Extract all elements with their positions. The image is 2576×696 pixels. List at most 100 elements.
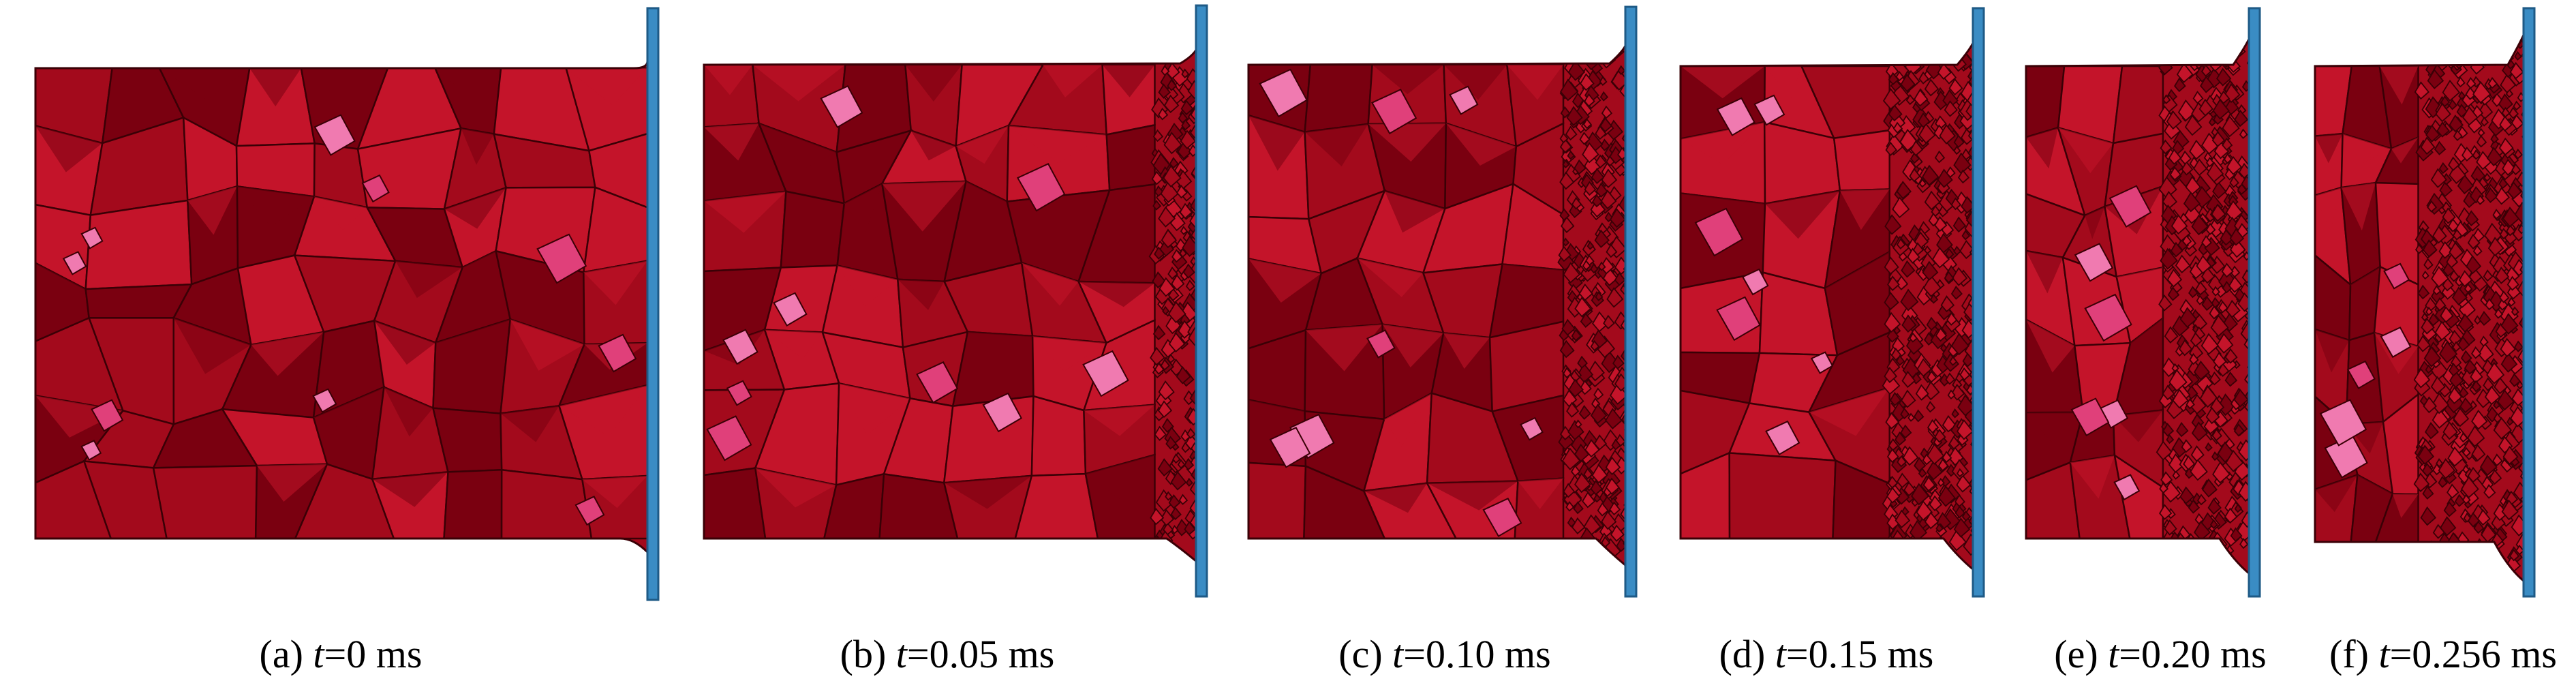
fragment-e-204 bbox=[2212, 461, 2230, 484]
fragment-d-361 bbox=[1895, 354, 1905, 366]
caption-a-value: =0 ms bbox=[324, 632, 423, 676]
fragment-d-313 bbox=[1910, 140, 1924, 157]
fragment-f-193 bbox=[2514, 50, 2522, 61]
fragment-d-215 bbox=[1921, 164, 1939, 186]
fragment-b-167 bbox=[1165, 62, 1180, 80]
fragment-d-360 bbox=[1888, 72, 1899, 86]
fragment-c-45 bbox=[1600, 52, 1610, 63]
highlight-grain-e-2 bbox=[2074, 243, 2114, 282]
fragment-d-213 bbox=[1914, 89, 1929, 107]
fragment-d-171 bbox=[1915, 52, 1927, 67]
caption-c-prefix: (c) bbox=[1338, 632, 1393, 676]
fragment-c-263 bbox=[1605, 456, 1621, 475]
fragment-c-127 bbox=[1606, 287, 1624, 308]
fragment-f-128 bbox=[2458, 91, 2466, 100]
fragment-f-386 bbox=[2457, 313, 2474, 333]
fragment-f-269 bbox=[2425, 44, 2441, 65]
grain-a-2-1 bbox=[85, 199, 193, 290]
fragment-f-300 bbox=[2462, 447, 2471, 457]
fragment-d-384 bbox=[1934, 428, 1946, 443]
plate-c bbox=[1624, 5, 1638, 598]
fragment-c-240 bbox=[1560, 78, 1579, 102]
fragment-c-237 bbox=[1563, 262, 1581, 284]
fragment-f-488 bbox=[2477, 509, 2491, 526]
fragment-e-156 bbox=[2188, 286, 2198, 299]
fragment-d-265 bbox=[1918, 178, 1927, 188]
fragment-e-42 bbox=[2166, 434, 2175, 444]
facet-c-6-4 bbox=[1518, 478, 1563, 509]
fragment-b-158 bbox=[1159, 239, 1175, 257]
fragment-e-236 bbox=[2241, 175, 2250, 191]
facet-b-2-0 bbox=[704, 191, 786, 233]
fragment-e-366 bbox=[2228, 275, 2243, 293]
fragment-f-352 bbox=[2502, 158, 2516, 176]
specimen-f bbox=[2315, 33, 2524, 581]
facet-a-5-5 bbox=[384, 387, 433, 437]
fragment-e-69 bbox=[2239, 128, 2248, 139]
fragment-c-266 bbox=[1566, 106, 1583, 126]
fragment-d-228 bbox=[1895, 275, 1909, 290]
fragment-c-271 bbox=[1568, 378, 1584, 398]
fragment-d-225 bbox=[1929, 543, 1940, 556]
fragment-f-483 bbox=[2502, 207, 2520, 228]
fragment-b-178 bbox=[1179, 202, 1193, 220]
highlight-grain-c-4 bbox=[1482, 498, 1522, 537]
fragment-e-398 bbox=[2226, 155, 2243, 175]
fragment-e-16 bbox=[2184, 537, 2200, 556]
fragment-f-274 bbox=[2434, 297, 2447, 312]
facet-a-5-7 bbox=[500, 406, 559, 442]
fragment-e-206 bbox=[2176, 62, 2194, 83]
fragment-e-322 bbox=[2160, 471, 2173, 487]
facet-a-3-8 bbox=[583, 260, 647, 305]
facet-d-1-0 bbox=[1681, 122, 1765, 165]
fragment-c-191 bbox=[1599, 76, 1608, 87]
fragment-c-146 bbox=[1611, 438, 1621, 451]
fragment-c-140 bbox=[1601, 105, 1613, 119]
fragment-f-402 bbox=[2430, 168, 2447, 188]
fragment-f-373 bbox=[2423, 396, 2437, 414]
highlight-grain-a-3 bbox=[80, 440, 102, 461]
fragment-e-412 bbox=[2175, 52, 2187, 65]
fragment-f-157 bbox=[2432, 226, 2447, 244]
fragment-e-328 bbox=[2160, 139, 2173, 155]
fragment-f-194 bbox=[2442, 262, 2455, 277]
fragment-d-396 bbox=[1912, 242, 1925, 256]
fragment-d-393 bbox=[1886, 275, 1900, 292]
fragment-e-196 bbox=[2164, 519, 2177, 536]
facet-a-0-2 bbox=[159, 68, 250, 100]
fragment-f-462 bbox=[2486, 147, 2503, 167]
fragment-c-187 bbox=[1597, 502, 1609, 517]
fragment-d-383 bbox=[1937, 477, 1945, 487]
fragment-c-228 bbox=[1593, 387, 1604, 400]
fragment-e-376 bbox=[2164, 119, 2181, 140]
facet-e-3-0 bbox=[2026, 251, 2063, 294]
fragment-e-306 bbox=[2191, 214, 2209, 236]
fragment-e-340 bbox=[2201, 296, 2214, 312]
facet-a-6-8 bbox=[582, 476, 647, 509]
fragment-f-86 bbox=[2423, 540, 2442, 563]
facet-a-5-8 bbox=[559, 385, 647, 437]
fragment-f-460 bbox=[2424, 422, 2439, 440]
fragment-e-335 bbox=[2215, 48, 2227, 63]
fragment-d-323 bbox=[1901, 370, 1916, 389]
fragment-f-297 bbox=[2462, 464, 2470, 474]
facet-e-1-0 bbox=[2026, 127, 2059, 169]
fragment-e-315 bbox=[2233, 389, 2249, 408]
fragment-f-321 bbox=[2491, 513, 2506, 531]
fragment-f-201 bbox=[2515, 544, 2524, 556]
highlight-grain-a-0 bbox=[536, 233, 587, 284]
fragment-e-67 bbox=[2205, 539, 2215, 550]
plate-e bbox=[2248, 7, 2261, 598]
fragment-f-141 bbox=[2442, 46, 2450, 55]
fragment-e-2 bbox=[2207, 544, 2220, 560]
fragment-e-388 bbox=[2186, 398, 2195, 410]
fragment-f-400 bbox=[2479, 335, 2489, 347]
facet-b-4-5 bbox=[1032, 336, 1107, 372]
fragment-d-236 bbox=[1918, 123, 1936, 145]
fragment-d-135 bbox=[1924, 78, 1939, 97]
fragment-f-466 bbox=[2471, 409, 2488, 430]
fragment-e-137 bbox=[2158, 294, 2173, 312]
fragment-c-275 bbox=[1574, 472, 1591, 494]
fragment-b-206 bbox=[1167, 301, 1186, 324]
fragment-f-334 bbox=[2442, 79, 2461, 102]
